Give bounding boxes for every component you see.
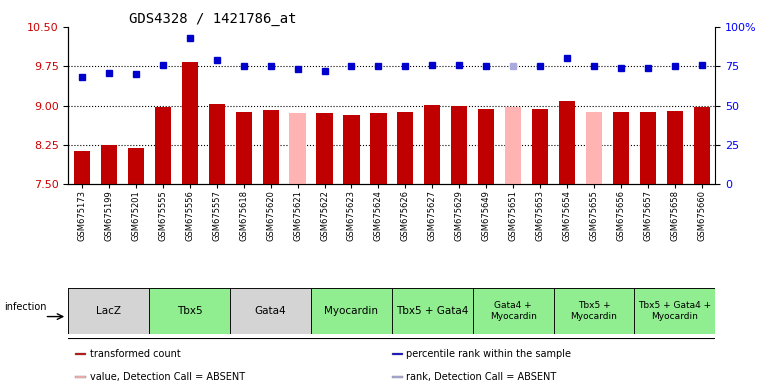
Text: Gata4 +
Myocardin: Gata4 + Myocardin	[490, 301, 537, 321]
Bar	[75, 353, 86, 355]
Bar	[317, 114, 333, 184]
Text: Tbx5: Tbx5	[177, 306, 202, 316]
Text: rank, Detection Call = ABSENT: rank, Detection Call = ABSENT	[406, 372, 557, 382]
Bar	[478, 109, 495, 184]
Text: LacZ: LacZ	[97, 306, 122, 316]
Bar	[635, 288, 715, 334]
Text: infection: infection	[4, 302, 46, 312]
Bar	[236, 113, 252, 184]
Bar	[68, 288, 149, 334]
Text: transformed count: transformed count	[90, 349, 180, 359]
Bar	[505, 107, 521, 184]
Text: Tbx5 +
Myocardin: Tbx5 + Myocardin	[571, 301, 617, 321]
Bar	[263, 110, 279, 184]
Bar	[289, 114, 306, 184]
Text: value, Detection Call = ABSENT: value, Detection Call = ABSENT	[90, 372, 244, 382]
Bar	[554, 288, 635, 334]
Bar	[397, 112, 413, 184]
Bar	[473, 288, 554, 334]
Bar	[311, 288, 392, 334]
Text: GDS4328 / 1421786_at: GDS4328 / 1421786_at	[129, 12, 297, 25]
Bar	[209, 104, 224, 184]
Bar	[392, 353, 403, 355]
Text: Gata4: Gata4	[255, 306, 286, 316]
Bar	[451, 106, 467, 184]
Bar	[424, 105, 441, 184]
Bar	[371, 113, 387, 184]
Text: Tbx5 + Gata4 +
Myocardin: Tbx5 + Gata4 + Myocardin	[638, 301, 712, 321]
Bar	[640, 112, 656, 184]
Text: Tbx5 + Gata4: Tbx5 + Gata4	[396, 306, 469, 316]
Bar	[392, 376, 403, 378]
Bar	[667, 111, 683, 184]
Bar	[532, 109, 548, 184]
Bar	[75, 376, 86, 378]
Bar	[613, 113, 629, 184]
Bar	[74, 151, 90, 184]
Text: percentile rank within the sample: percentile rank within the sample	[406, 349, 572, 359]
Bar	[694, 107, 710, 184]
Bar	[586, 113, 602, 184]
Bar	[100, 146, 117, 184]
Bar	[128, 148, 144, 184]
Bar	[343, 114, 359, 184]
Bar	[149, 288, 230, 334]
Bar	[182, 62, 198, 184]
Bar	[154, 107, 171, 184]
Text: Myocardin: Myocardin	[324, 306, 378, 316]
Bar	[559, 101, 575, 184]
Bar	[392, 288, 473, 334]
Bar	[230, 288, 311, 334]
